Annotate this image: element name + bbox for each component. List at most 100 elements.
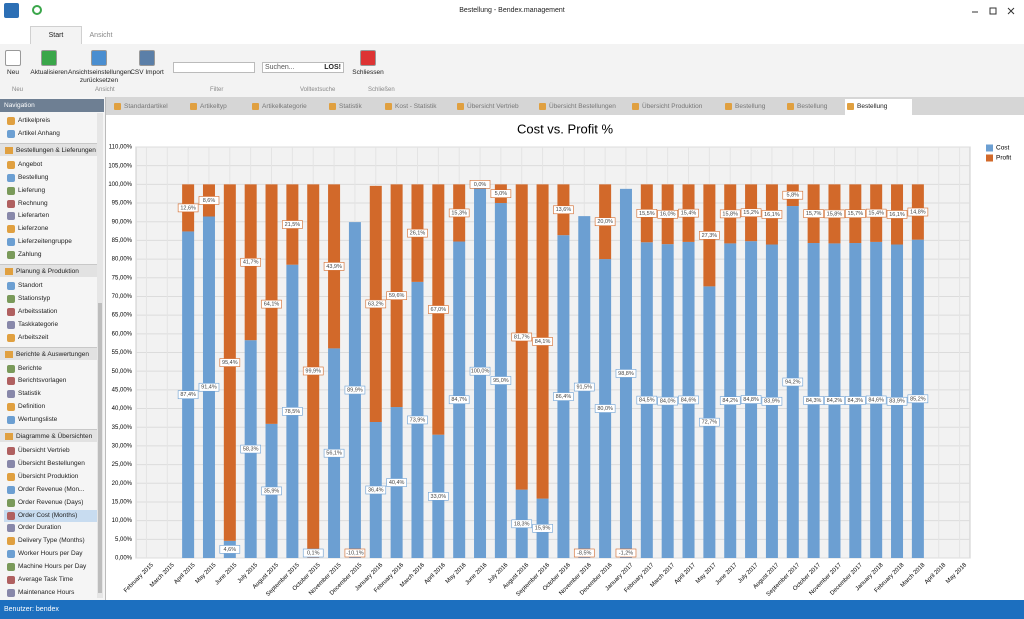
nav-group-icon — [5, 433, 13, 440]
value-label: 41,7% — [243, 260, 259, 266]
nav-icon — [7, 225, 15, 234]
nav-scrollbar[interactable] — [97, 113, 103, 598]
value-label-box — [594, 217, 616, 227]
nav-item[interactable]: Stationstyp — [7, 293, 50, 305]
value-label-box — [282, 407, 303, 416]
button-icon — [41, 50, 57, 66]
nav-icon — [7, 333, 15, 342]
value-label-box — [240, 444, 261, 454]
value-label: 99,9% — [305, 368, 321, 374]
y-tick-label: 110,00% — [109, 145, 133, 151]
nav-item[interactable]: Machine Hours per Day — [7, 561, 86, 573]
value-label: 8,6% — [203, 198, 216, 204]
value-label-box — [386, 291, 407, 301]
nav-item[interactable]: Artikel Anhang — [7, 128, 60, 140]
nav-item[interactable]: Berichtsvorlagen — [7, 375, 66, 387]
value-label: 83,9% — [764, 399, 780, 405]
nav-item[interactable]: Wertungsliste — [7, 414, 57, 426]
ribbon-button[interactable]: Schliessen — [350, 50, 386, 77]
nav-item[interactable]: Order Revenue (Mon... — [7, 484, 84, 496]
nav-item[interactable]: Definition — [7, 401, 45, 413]
doc-tab[interactable]: Übersicht Vertrieb — [455, 99, 542, 115]
doc-tab[interactable]: Artikeltyp — [188, 99, 256, 115]
value-label: 13,6% — [556, 207, 572, 213]
ribbon-button[interactable]: CSV Import — [130, 50, 164, 77]
doc-tab[interactable]: Bestellung — [723, 99, 790, 115]
ribbon-tab[interactable]: Ansicht — [89, 32, 113, 39]
nav-group-header[interactable]: Diagramme & Übersichten — [0, 429, 97, 442]
value-label: 15,4% — [868, 211, 884, 217]
nav-item[interactable]: Maintenance Hours — [7, 587, 74, 599]
window-controls[interactable] — [960, 4, 1020, 18]
value-label-box — [490, 189, 512, 199]
nav-item[interactable]: Rechnung — [7, 198, 48, 210]
ribbon-group-label: Ansicht — [95, 87, 115, 93]
nav-item[interactable]: Worker Hours per Day — [7, 548, 83, 560]
nav-item[interactable]: Order Cost (Months) — [4, 509, 97, 522]
value-label: 14,8% — [910, 209, 926, 215]
nav-item[interactable]: Delivery Type (Months) — [7, 535, 85, 547]
nav-icon — [7, 129, 15, 138]
doc-tab[interactable]: Bestellung — [845, 99, 912, 115]
tab-icon — [114, 103, 121, 110]
nav-item[interactable]: Bestellung — [7, 172, 48, 184]
value-label: 85,2% — [910, 396, 926, 402]
nav-group-header[interactable]: Berichte & Auswertungen — [0, 346, 97, 360]
tab-icon — [725, 103, 732, 110]
value-label: 80,0% — [597, 406, 613, 412]
nav-item[interactable]: Order Revenue (Days) — [7, 497, 83, 509]
nav-item[interactable]: Statistik — [7, 388, 41, 400]
doc-tab[interactable]: Bestellung — [785, 99, 852, 115]
nav-item[interactable]: Berichte — [7, 363, 42, 375]
nav-icon — [7, 173, 15, 182]
legend-label: Cost — [996, 145, 1010, 152]
nav-item[interactable]: Arbeitszeit — [7, 332, 48, 344]
tab-icon — [539, 103, 546, 110]
value-label-box — [615, 548, 637, 558]
nav-group-header[interactable]: Bestellungen & Lieferungen — [0, 142, 97, 156]
nav-item[interactable]: Zahlung — [7, 249, 42, 261]
search-box[interactable]: Suchen... LOS! — [262, 62, 344, 73]
nav-item[interactable]: Übersicht Bestellungen — [7, 458, 85, 470]
doc-tab[interactable]: Übersicht Bestellungen — [537, 99, 634, 115]
nav-item[interactable]: Lieferung — [7, 185, 45, 197]
y-tick-label: 20,00% — [112, 481, 133, 487]
ribbon-button[interactable]: Neu — [2, 50, 24, 77]
nav-item[interactable]: Übersicht Vertrieb — [7, 445, 70, 457]
nav-item[interactable]: Übersicht Produktion — [7, 471, 78, 483]
ribbon-tab[interactable]: Start — [30, 26, 82, 45]
value-label: 91,5% — [576, 385, 592, 391]
filter-dropdown[interactable] — [173, 62, 255, 73]
nav-item[interactable]: Artikelpreis — [7, 115, 50, 127]
nav-item[interactable]: Arbeitsstation — [7, 306, 57, 318]
nav-item[interactable]: Lieferzone — [7, 223, 48, 235]
doc-tab[interactable]: Kost - Statistik — [383, 99, 460, 115]
nav-item[interactable]: Lieferzeitengruppe — [7, 236, 72, 248]
nav-item[interactable]: Taskkategorie — [7, 319, 58, 331]
nav-item[interactable]: Lieferarten — [7, 210, 49, 222]
value-label-box — [594, 404, 616, 413]
value-label-box — [803, 396, 824, 405]
ribbon-button[interactable]: Aktualisieren — [30, 50, 68, 77]
value-label: 78,5% — [285, 409, 301, 415]
nav-group-header[interactable]: Planung & Produktion — [0, 264, 97, 277]
value-label-box — [261, 299, 282, 309]
nav-item[interactable]: Standort — [7, 280, 43, 292]
value-label-box — [469, 366, 491, 376]
doc-tab[interactable]: Statistik — [327, 99, 389, 115]
doc-tab[interactable]: Artikelkategorie — [250, 99, 332, 115]
value-label: 100,0% — [471, 369, 490, 375]
button-label: Schliessen — [352, 69, 384, 76]
doc-tab[interactable]: Standardartikel — [112, 99, 194, 115]
ribbon-button[interactable]: Ansichtseinstellungen zurücksetzen — [68, 50, 131, 85]
nav-item[interactable]: Average Task Time — [7, 574, 73, 586]
y-tick-label: 95,00% — [112, 201, 133, 207]
nav-item[interactable]: Angebot — [7, 159, 42, 171]
doc-tab[interactable]: Übersicht Produktion — [630, 99, 727, 115]
value-label: 94,2% — [785, 379, 801, 385]
nav-item[interactable]: Order Duration — [7, 522, 61, 534]
nav-icon — [7, 403, 15, 412]
quick-refresh[interactable] — [32, 5, 42, 15]
value-label: 67,0% — [431, 307, 447, 313]
search-button[interactable]: LOS! — [324, 64, 341, 71]
